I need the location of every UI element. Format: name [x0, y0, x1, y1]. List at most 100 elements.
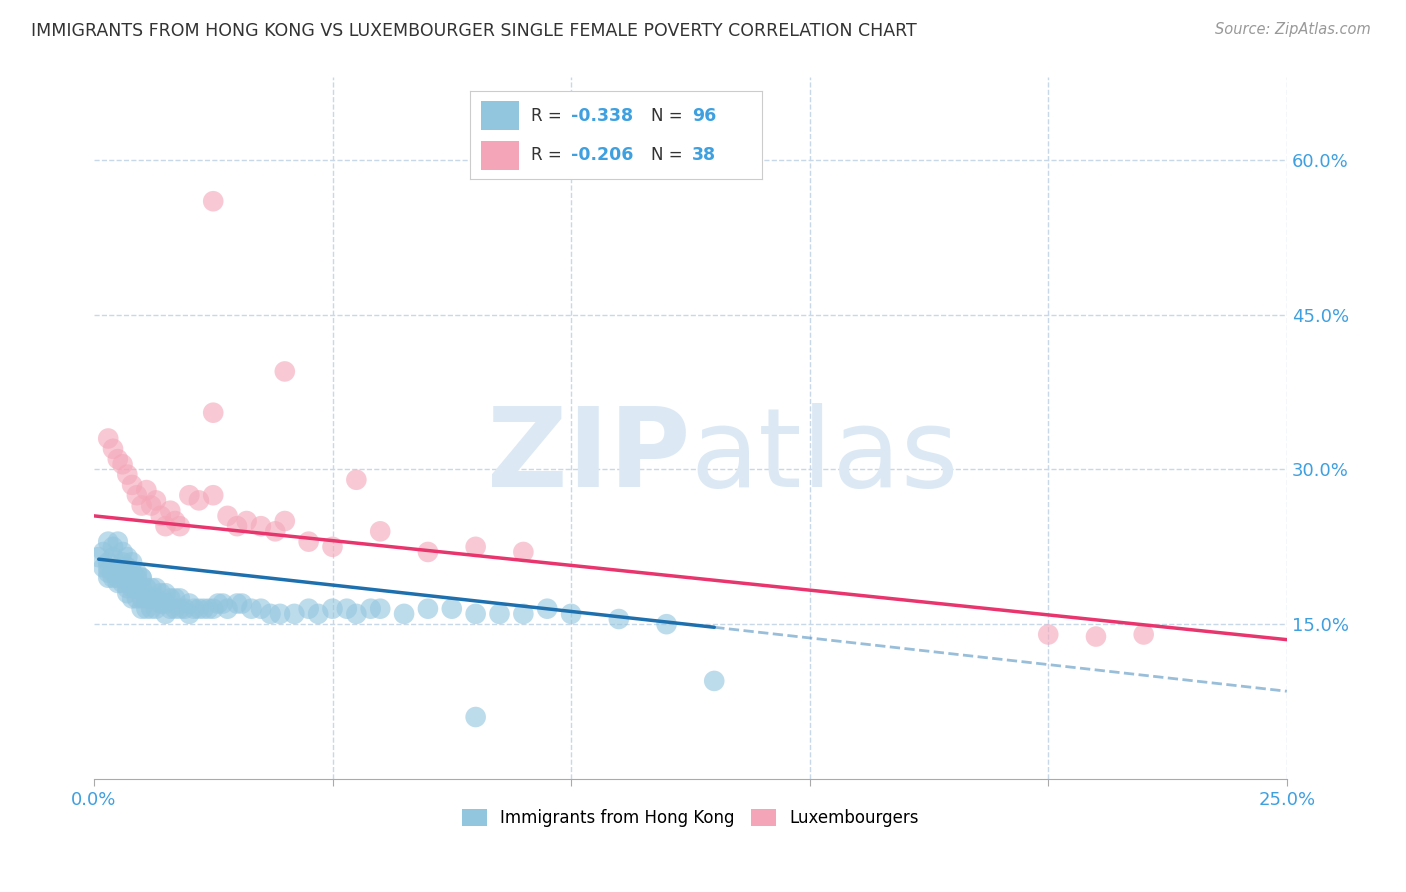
- Point: [211, 597, 233, 611]
- Point: [202, 194, 225, 209]
- Point: [111, 575, 134, 590]
- Point: [416, 545, 439, 559]
- Point: [169, 601, 191, 615]
- Point: [163, 591, 186, 606]
- Point: [93, 545, 115, 559]
- Point: [101, 571, 124, 585]
- Point: [145, 601, 167, 615]
- Point: [217, 508, 239, 523]
- Point: [512, 607, 534, 621]
- Point: [560, 607, 582, 621]
- Point: [202, 601, 225, 615]
- Point: [149, 586, 172, 600]
- Point: [344, 473, 367, 487]
- Point: [1132, 627, 1154, 641]
- Point: [259, 607, 281, 621]
- Text: ZIP: ZIP: [486, 402, 690, 509]
- Point: [135, 591, 157, 606]
- Point: [321, 540, 343, 554]
- Point: [155, 519, 177, 533]
- Point: [135, 483, 157, 497]
- Text: IMMIGRANTS FROM HONG KONG VS LUXEMBOURGER SINGLE FEMALE POVERTY CORRELATION CHAR: IMMIGRANTS FROM HONG KONG VS LUXEMBOURGE…: [31, 22, 917, 40]
- Point: [131, 571, 153, 585]
- Point: [274, 514, 297, 528]
- Point: [93, 560, 115, 574]
- Point: [250, 519, 273, 533]
- Point: [117, 560, 139, 574]
- Point: [145, 493, 167, 508]
- Text: Source: ZipAtlas.com: Source: ZipAtlas.com: [1215, 22, 1371, 37]
- Point: [368, 524, 391, 539]
- Point: [97, 534, 120, 549]
- Point: [464, 607, 486, 621]
- Point: [155, 607, 177, 621]
- Point: [512, 545, 534, 559]
- Point: [107, 566, 129, 580]
- Point: [117, 586, 139, 600]
- Point: [107, 534, 129, 549]
- Point: [101, 550, 124, 565]
- Point: [101, 566, 124, 580]
- Point: [163, 514, 186, 528]
- Point: [193, 601, 215, 615]
- Point: [183, 601, 205, 615]
- Point: [111, 566, 134, 580]
- Point: [187, 601, 209, 615]
- Point: [111, 457, 134, 471]
- Point: [135, 601, 157, 615]
- Point: [117, 550, 139, 565]
- Text: atlas: atlas: [690, 402, 959, 509]
- Point: [392, 607, 415, 621]
- Point: [264, 524, 287, 539]
- Point: [488, 607, 510, 621]
- Point: [101, 442, 124, 456]
- Point: [159, 601, 181, 615]
- Point: [159, 591, 181, 606]
- Point: [464, 710, 486, 724]
- Point: [97, 432, 120, 446]
- Point: [141, 499, 163, 513]
- Point: [155, 586, 177, 600]
- Point: [464, 540, 486, 554]
- Point: [703, 673, 725, 688]
- Point: [207, 597, 229, 611]
- Point: [131, 571, 153, 585]
- Point: [131, 581, 153, 595]
- Point: [121, 555, 143, 569]
- Point: [269, 607, 291, 621]
- Point: [149, 597, 172, 611]
- Point: [97, 555, 120, 569]
- Legend: Immigrants from Hong Kong, Luxembourgers: Immigrants from Hong Kong, Luxembourgers: [456, 802, 925, 834]
- Point: [607, 612, 630, 626]
- Point: [117, 581, 139, 595]
- Point: [240, 601, 263, 615]
- Point: [416, 601, 439, 615]
- Point: [141, 581, 163, 595]
- Point: [121, 571, 143, 585]
- Point: [321, 601, 343, 615]
- Point: [131, 591, 153, 606]
- Point: [655, 617, 678, 632]
- Point: [121, 566, 143, 580]
- Point: [274, 364, 297, 378]
- Point: [121, 581, 143, 595]
- Point: [169, 519, 191, 533]
- Point: [163, 601, 186, 615]
- Point: [217, 601, 239, 615]
- Point: [235, 514, 257, 528]
- Point: [298, 601, 321, 615]
- Point: [231, 597, 253, 611]
- Point: [1084, 630, 1107, 644]
- Point: [125, 581, 148, 595]
- Point: [250, 601, 273, 615]
- Point: [179, 597, 201, 611]
- Point: [101, 540, 124, 554]
- Point: [169, 591, 191, 606]
- Point: [121, 478, 143, 492]
- Point: [117, 467, 139, 482]
- Point: [344, 607, 367, 621]
- Point: [107, 575, 129, 590]
- Point: [97, 566, 120, 580]
- Point: [155, 597, 177, 611]
- Point: [187, 493, 209, 508]
